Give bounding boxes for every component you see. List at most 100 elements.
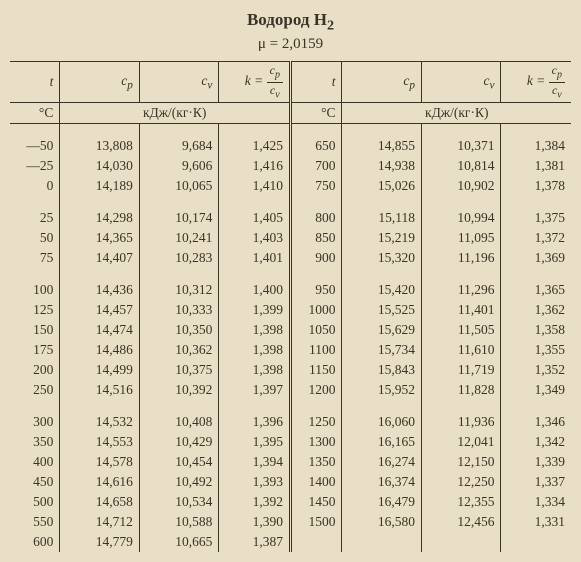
- cell: 1,375: [501, 208, 571, 228]
- cell: 1,398: [219, 360, 291, 380]
- hdr-cv-right: cv: [421, 62, 501, 103]
- gap-row: [10, 268, 571, 280]
- cell: 1100: [290, 340, 342, 360]
- cell: 10,492: [139, 472, 219, 492]
- cell: 14,779: [60, 532, 140, 552]
- cell: 10,362: [139, 340, 219, 360]
- cell: 11,610: [421, 340, 501, 360]
- cell: 12,355: [421, 492, 501, 512]
- cell: 14,474: [60, 320, 140, 340]
- cell: 16,479: [342, 492, 422, 512]
- cell: 12,456: [421, 512, 501, 532]
- cell: 12,041: [421, 432, 501, 452]
- table-row: 5014,36510,2411,40385015,21911,0951,372: [10, 228, 571, 248]
- hdr-units-left: кДж/(кг·К): [60, 103, 291, 124]
- cell: 75: [10, 248, 60, 268]
- cell: 10,312: [139, 280, 219, 300]
- hdr-deg-right: °C: [290, 103, 342, 124]
- cell: 150: [10, 320, 60, 340]
- cell: 1300: [290, 432, 342, 452]
- cell: [342, 532, 422, 552]
- gap-row: [10, 400, 571, 412]
- cell: 11,196: [421, 248, 501, 268]
- hdr-cp-left: cp: [60, 62, 140, 103]
- cell: 10,534: [139, 492, 219, 512]
- cell: 10,392: [139, 380, 219, 400]
- hdr-t-left: t: [10, 62, 60, 103]
- cell: 10,174: [139, 208, 219, 228]
- cell: 11,936: [421, 412, 501, 432]
- table-row: 50014,65810,5341,392145016,47912,3551,33…: [10, 492, 571, 512]
- header-row-2: °C кДж/(кг·К) °C кДж/(кг·К): [10, 103, 571, 124]
- cell: 1500: [290, 512, 342, 532]
- cell: 1,410: [219, 176, 291, 196]
- cell: 1,378: [501, 176, 571, 196]
- table-row: 15014,47410,3501,398105015,62911,5051,35…: [10, 320, 571, 340]
- cell: 14,365: [60, 228, 140, 248]
- cell: 25: [10, 208, 60, 228]
- cell: 500: [10, 492, 60, 512]
- title-prefix: Водород: [247, 10, 310, 29]
- cell: 10,665: [139, 532, 219, 552]
- cell: 10,429: [139, 432, 219, 452]
- cell: 14,532: [60, 412, 140, 432]
- cell: 1,337: [501, 472, 571, 492]
- cell: 10,065: [139, 176, 219, 196]
- hdr-deg-left: °C: [10, 103, 60, 124]
- cell: 1,352: [501, 360, 571, 380]
- cell: 10,333: [139, 300, 219, 320]
- cell: 10,241: [139, 228, 219, 248]
- cell: 1,358: [501, 320, 571, 340]
- cell: 14,030: [60, 156, 140, 176]
- cell: 14,486: [60, 340, 140, 360]
- table-row: 17514,48610,3621,398110015,73411,6101,35…: [10, 340, 571, 360]
- cell: 16,274: [342, 452, 422, 472]
- cell: —25: [10, 156, 60, 176]
- cell: 11,401: [421, 300, 501, 320]
- cell: 1450: [290, 492, 342, 512]
- cell: 10,350: [139, 320, 219, 340]
- cell: 14,499: [60, 360, 140, 380]
- cell: —50: [10, 136, 60, 156]
- cell: 1000: [290, 300, 342, 320]
- cell: 1,369: [501, 248, 571, 268]
- title-formula: H: [314, 10, 327, 29]
- cell: 1050: [290, 320, 342, 340]
- hdr-k-left: k = cpcv: [219, 62, 291, 103]
- hdr-cv-left: cv: [139, 62, 219, 103]
- page-title: Водород H2: [10, 10, 571, 34]
- title-block: Водород H2 μ = 2,0159: [10, 10, 571, 53]
- cell: 14,298: [60, 208, 140, 228]
- cell: 14,457: [60, 300, 140, 320]
- table-row: 7514,40710,2831,40190015,32011,1961,369: [10, 248, 571, 268]
- cell: 9,606: [139, 156, 219, 176]
- cell: 1,425: [219, 136, 291, 156]
- cell: 14,712: [60, 512, 140, 532]
- table-row: 55014,71210,5881,390150016,58012,4561,33…: [10, 512, 571, 532]
- table-row: 25014,51610,3921,397120015,95211,8281,34…: [10, 380, 571, 400]
- cell: 750: [290, 176, 342, 196]
- cell: 15,952: [342, 380, 422, 400]
- cell: 12,250: [421, 472, 501, 492]
- mu-line: μ = 2,0159: [10, 36, 571, 53]
- cell: 1200: [290, 380, 342, 400]
- cell: 600: [10, 532, 60, 552]
- cell: 11,505: [421, 320, 501, 340]
- cell: 15,118: [342, 208, 422, 228]
- cell: 650: [290, 136, 342, 156]
- cell: 15,219: [342, 228, 422, 248]
- cell: 1,334: [501, 492, 571, 512]
- cell: 15,026: [342, 176, 422, 196]
- cell: 14,658: [60, 492, 140, 512]
- cell: 10,454: [139, 452, 219, 472]
- table-row: 45014,61610,4921,393140016,37412,2501,33…: [10, 472, 571, 492]
- cell: 15,734: [342, 340, 422, 360]
- cell: 1,349: [501, 380, 571, 400]
- cell: 14,189: [60, 176, 140, 196]
- cell: 16,060: [342, 412, 422, 432]
- cell: 800: [290, 208, 342, 228]
- cell: 550: [10, 512, 60, 532]
- cell: 11,828: [421, 380, 501, 400]
- cell: 10,588: [139, 512, 219, 532]
- cell: 15,629: [342, 320, 422, 340]
